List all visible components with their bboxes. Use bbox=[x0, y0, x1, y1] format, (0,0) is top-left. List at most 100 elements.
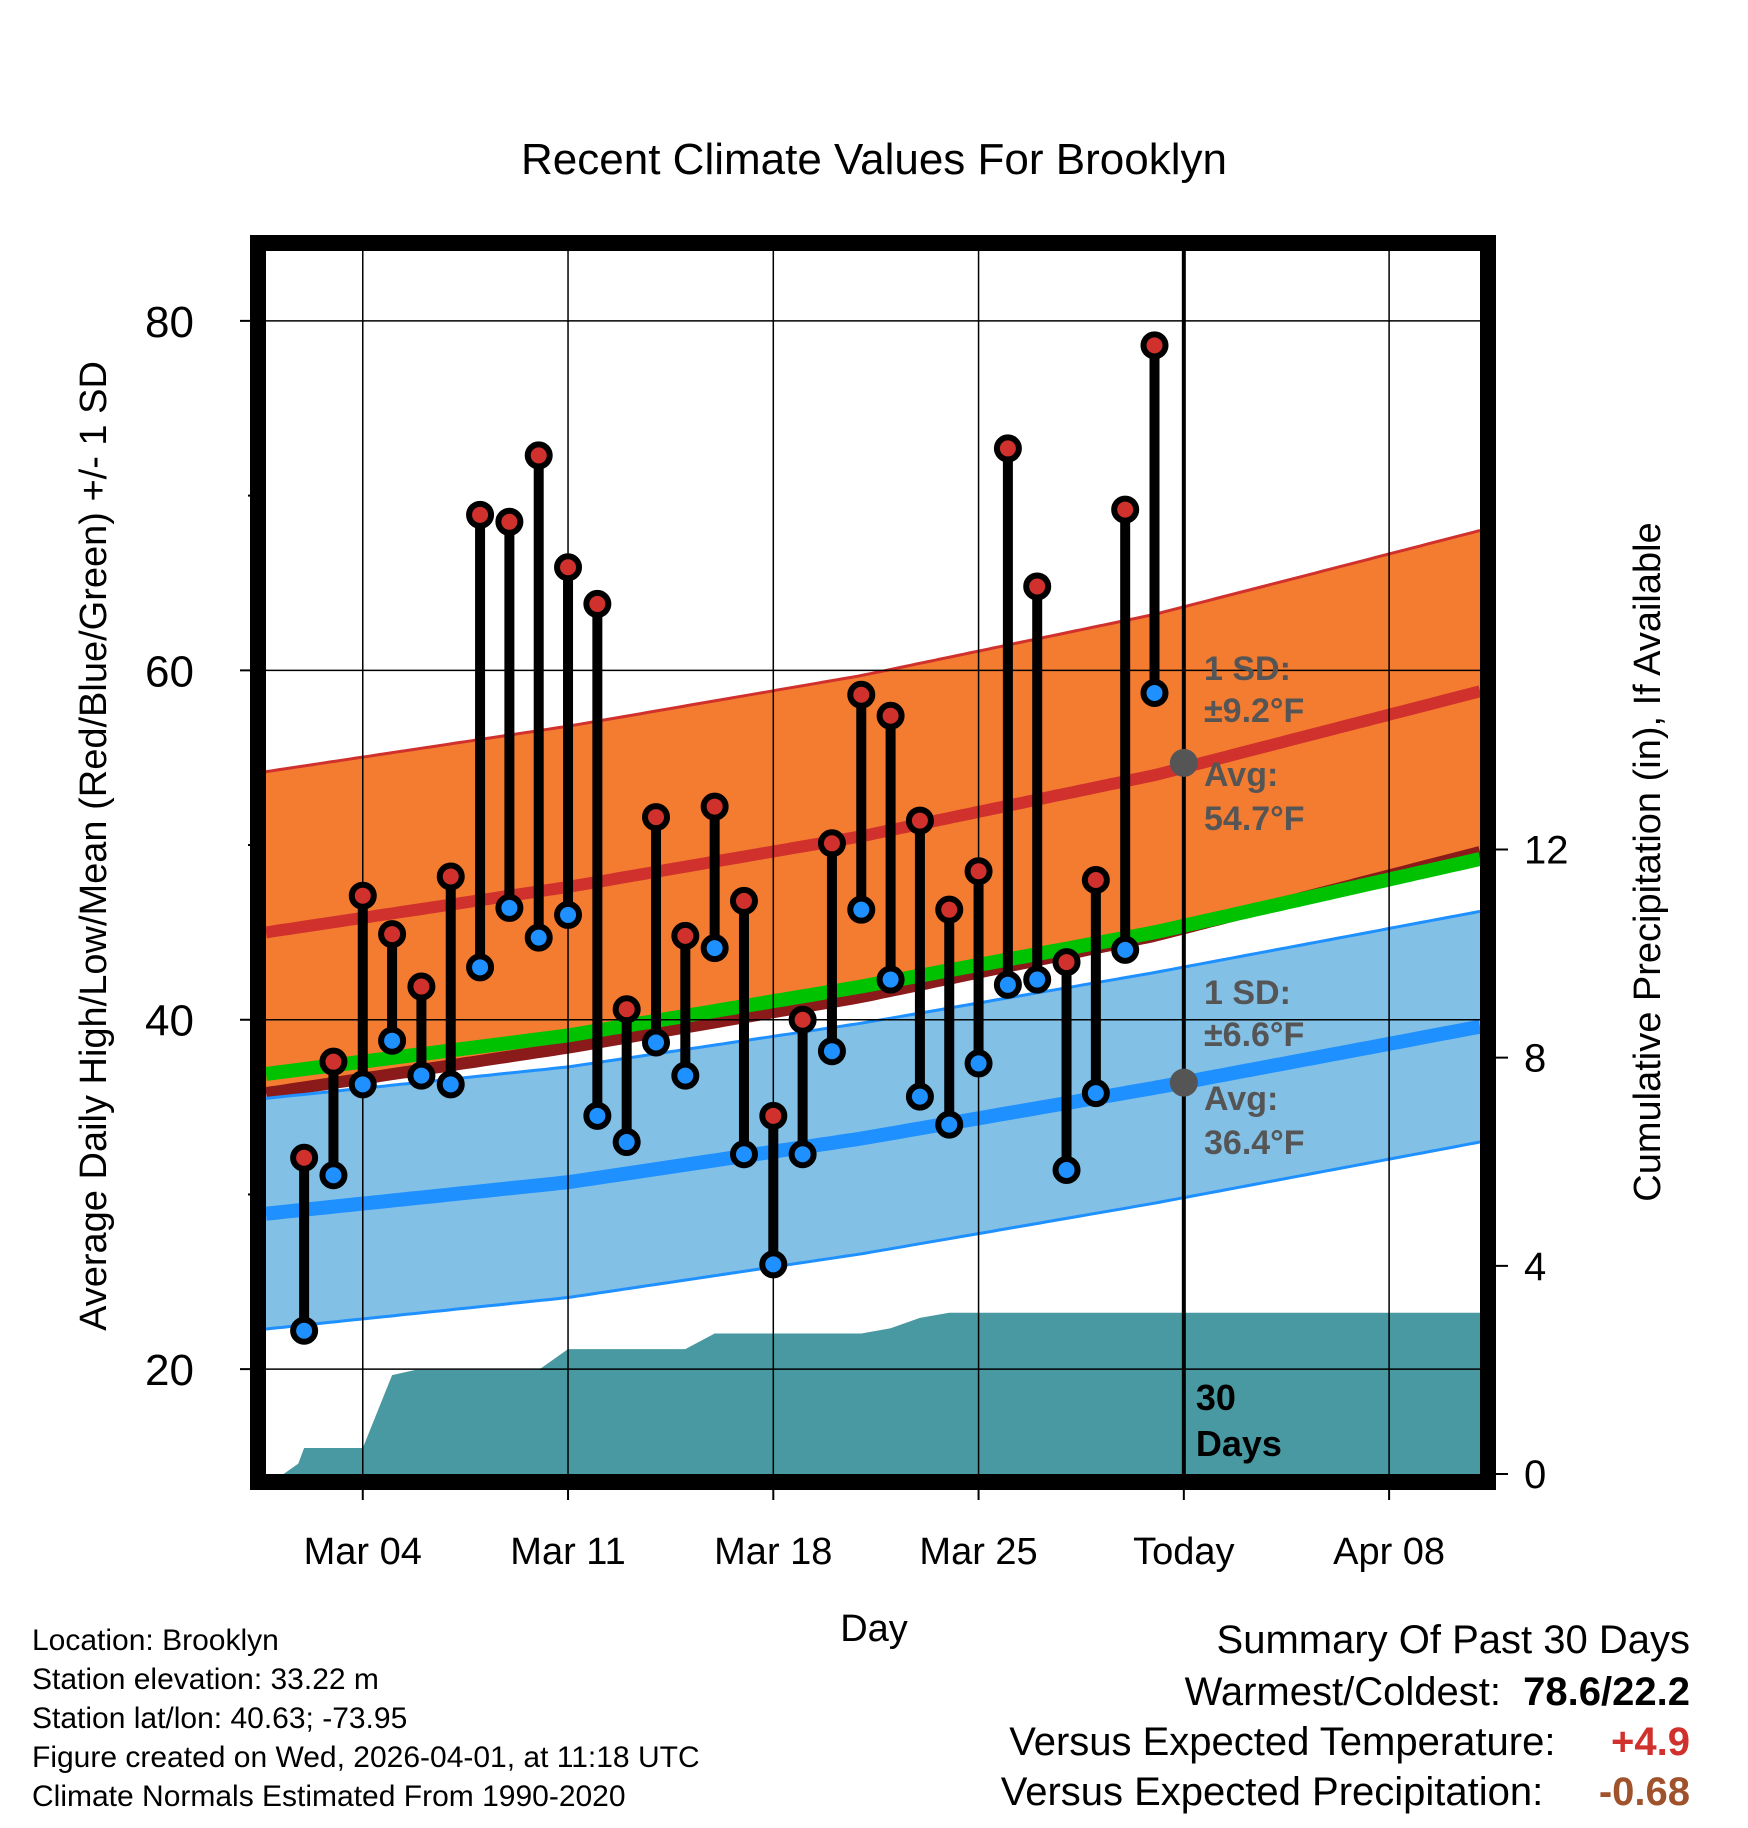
y-tick-label: 40 bbox=[145, 997, 194, 1046]
daily-high-point bbox=[583, 589, 612, 618]
y-axis-right-label: Cumulative Precipitation (in), If Availa… bbox=[1627, 522, 1669, 1201]
summary-warm-cold-label: Warmest/Coldest: bbox=[1184, 1670, 1501, 1714]
daily-low-point bbox=[583, 1101, 612, 1130]
summary-precip-label: Versus Expected Precipitation: bbox=[1000, 1770, 1544, 1814]
daily-low-point bbox=[524, 923, 553, 952]
y-right-tick-label: 8 bbox=[1524, 1037, 1546, 1081]
low-avg-value: 36.4°F bbox=[1204, 1124, 1305, 1162]
daily-low-point bbox=[759, 1250, 788, 1279]
daily-high-point bbox=[612, 995, 641, 1024]
chart-title: Recent Climate Values For Brooklyn bbox=[521, 135, 1227, 184]
today-low-avg-marker bbox=[1169, 1068, 1198, 1097]
low-normal-line bbox=[266, 1019, 1480, 1221]
x-tick-label: Mar 25 bbox=[919, 1531, 1037, 1573]
daily-high-point bbox=[436, 862, 465, 891]
daily-low-point bbox=[876, 965, 905, 994]
daily-low-point bbox=[612, 1128, 641, 1157]
precip-area bbox=[283, 1312, 1480, 1474]
y-axis-label: Average Daily High/Low/Mean (Red/Blue/Gr… bbox=[73, 361, 115, 1331]
summary-precip-value: -0.68 bbox=[1598, 1770, 1690, 1814]
daily-low-point bbox=[466, 953, 495, 982]
daily-high-point bbox=[671, 921, 700, 950]
daily-low-point bbox=[817, 1037, 846, 1066]
daily-high-point bbox=[1052, 948, 1081, 977]
low-avg-label: Avg: bbox=[1204, 1080, 1278, 1118]
info-elevation: Station elevation: 33.22 m bbox=[32, 1663, 379, 1696]
daily-low-point bbox=[348, 1070, 377, 1099]
daily-low-point bbox=[495, 893, 524, 922]
daily-low-point bbox=[378, 1026, 407, 1055]
today-high-avg-marker bbox=[1169, 748, 1198, 777]
daily-high-point bbox=[759, 1101, 788, 1130]
x-tick-label: Mar 11 bbox=[510, 1531, 625, 1573]
info-latlon: Station lat/lon: 40.63; -73.95 bbox=[32, 1702, 408, 1735]
y-right-tick-label: 12 bbox=[1524, 828, 1569, 872]
low-sd-upper-edge bbox=[266, 909, 1480, 1100]
daily-high-point bbox=[466, 500, 495, 529]
daily-high-point bbox=[876, 701, 905, 730]
daily-high-point bbox=[642, 803, 671, 832]
summary-temp-value: +4.9 bbox=[1611, 1720, 1690, 1764]
daily-high-point bbox=[378, 920, 407, 949]
daily-low-point bbox=[1023, 965, 1052, 994]
low-sd-label: 1 SD: bbox=[1204, 974, 1291, 1012]
daily-high-point bbox=[993, 434, 1022, 463]
y-right-tick-label: 4 bbox=[1524, 1245, 1546, 1289]
daily-low-point bbox=[554, 900, 583, 929]
daily-low-point bbox=[436, 1070, 465, 1099]
summary-warm-cold-value: 78.6/22.2 bbox=[1523, 1670, 1690, 1714]
summary-temp-label: Versus Expected Temperature: bbox=[1009, 1720, 1556, 1764]
high-avg-value: 54.7°F bbox=[1204, 800, 1305, 838]
daily-high-point bbox=[729, 886, 758, 915]
daily-high-point bbox=[905, 806, 934, 835]
daily-high-point bbox=[788, 1005, 817, 1034]
daily-low-point bbox=[319, 1161, 348, 1190]
low-sd-band bbox=[266, 911, 1480, 1329]
daily-high-point bbox=[554, 553, 583, 582]
high-avg-label: Avg: bbox=[1204, 756, 1278, 794]
daily-high-point bbox=[348, 881, 377, 910]
y-tick-label: 20 bbox=[145, 1346, 194, 1395]
x-axis-label: Day bbox=[840, 1608, 908, 1650]
daily-low-point bbox=[671, 1061, 700, 1090]
daily-high-point bbox=[1081, 865, 1110, 894]
summary-temp: Versus Expected Temperature: +4.9 bbox=[1009, 1720, 1690, 1765]
daily-high-point bbox=[524, 441, 553, 470]
daily-high-point bbox=[290, 1143, 319, 1172]
high-sd-value: ±9.2°F bbox=[1204, 692, 1304, 730]
x-tick-label: Mar 18 bbox=[714, 1531, 832, 1573]
daily-high-point bbox=[495, 507, 524, 536]
daily-low-point bbox=[788, 1140, 817, 1169]
plot-frame bbox=[250, 235, 1496, 1490]
daily-high-point bbox=[1140, 331, 1169, 360]
daily-low-point bbox=[1111, 935, 1140, 964]
daily-high-point bbox=[935, 895, 964, 924]
summary-precip: Versus Expected Precipitation: -0.68 bbox=[1001, 1770, 1690, 1815]
daily-high-point bbox=[1023, 572, 1052, 601]
daily-high-point bbox=[319, 1047, 348, 1076]
low-sd-value: ±6.6°F bbox=[1204, 1016, 1304, 1054]
mean-normal-line bbox=[266, 852, 1480, 1081]
y-right-tick-label: 0 bbox=[1524, 1453, 1546, 1497]
daily-low-point bbox=[1081, 1079, 1110, 1108]
daily-high-point bbox=[407, 972, 436, 1001]
daily-high-point bbox=[700, 792, 729, 821]
daily-low-point bbox=[935, 1110, 964, 1139]
daily-low-point bbox=[993, 970, 1022, 999]
info-location: Location: Brooklyn bbox=[32, 1624, 279, 1657]
daily-low-point bbox=[729, 1140, 758, 1169]
daily-high-point bbox=[1111, 495, 1140, 524]
daily-low-point bbox=[290, 1316, 319, 1345]
daily-low-point bbox=[905, 1082, 934, 1111]
daily-low-point bbox=[642, 1028, 671, 1057]
daily-low-point bbox=[1052, 1155, 1081, 1184]
high-sd-upper-edge bbox=[266, 529, 1480, 774]
info-normals: Climate Normals Estimated From 1990-2020 bbox=[32, 1780, 626, 1813]
daily-low-point bbox=[964, 1049, 993, 1078]
x-tick-label: Apr 08 bbox=[1333, 1531, 1445, 1573]
daily-low-point bbox=[847, 895, 876, 924]
daily-low-point bbox=[407, 1061, 436, 1090]
daily-high-point bbox=[817, 829, 846, 858]
info-created: Figure created on Wed, 2026-04-01, at 11… bbox=[32, 1741, 700, 1774]
